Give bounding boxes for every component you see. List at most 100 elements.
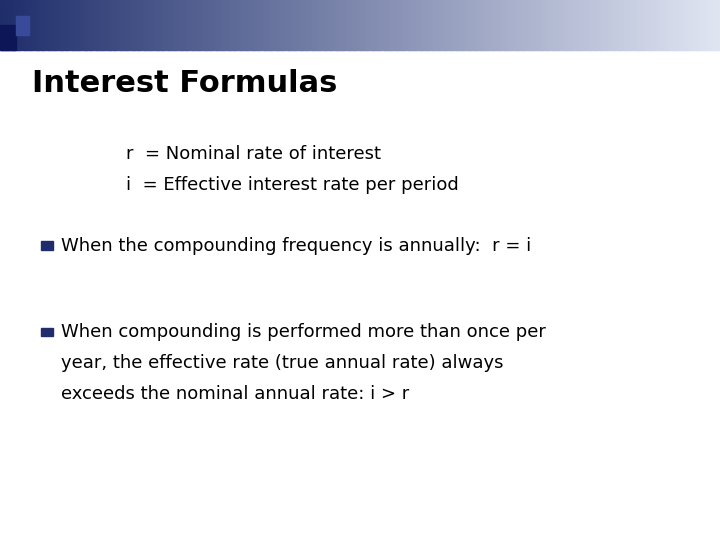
Bar [41,328,53,336]
Bar [439,0,442,50]
Bar [211,0,215,50]
Bar [194,0,197,50]
Bar [120,0,123,50]
Bar [441,0,445,50]
Bar [250,0,253,50]
Bar [554,0,557,50]
Bar [506,0,510,50]
Bar [5,0,8,50]
Bar [425,0,428,50]
Bar [153,0,157,50]
Bar [0,0,3,50]
Bar [96,0,99,50]
Bar [511,0,514,50]
Bar [24,0,27,50]
Bar [7,0,10,50]
Bar [672,0,675,50]
Bar [199,0,202,50]
Bar [504,0,507,50]
Bar [79,0,82,50]
Bar [499,0,503,50]
Bar [12,0,15,50]
Bar [461,0,464,50]
Bar [523,0,526,50]
Bar [513,0,517,50]
Bar [667,0,670,50]
Bar [552,0,555,50]
Bar [617,0,620,50]
Bar [38,0,42,50]
Bar [542,0,546,50]
Bar [653,0,656,50]
Bar [86,0,89,50]
Bar [139,0,143,50]
Bar [113,0,116,50]
Bar [624,0,627,50]
Bar [274,0,276,50]
Bar [106,0,109,50]
Bar [266,0,269,50]
Bar [557,0,560,50]
Bar [58,0,60,50]
Bar [459,0,462,50]
Bar [228,0,231,50]
Bar [221,0,224,50]
Bar [94,0,96,50]
Bar [300,0,303,50]
Bar [70,0,73,50]
Bar [384,0,387,50]
Bar [545,0,548,50]
Bar [288,0,291,50]
Bar [36,0,39,50]
Bar [374,0,377,50]
Bar [650,0,654,50]
Text: When compounding is performed more than once per: When compounding is performed more than … [61,323,546,341]
Bar [185,0,188,50]
Bar [706,0,708,50]
Bar [338,0,341,50]
Bar [631,0,634,50]
Bar [132,0,135,50]
Bar [477,0,481,50]
Bar [528,0,531,50]
Bar [48,0,51,50]
Bar [163,0,166,50]
Bar [103,0,107,50]
Bar [60,0,63,50]
Bar [480,0,483,50]
Bar [353,0,356,50]
Bar [509,0,512,50]
Bar [696,0,699,50]
Bar [305,0,308,50]
Bar [89,0,92,50]
Bar [319,0,323,50]
Bar [254,0,258,50]
Bar [343,0,346,50]
Bar [22,0,24,50]
Bar [187,0,190,50]
Bar [45,0,49,50]
Bar [115,0,118,50]
Bar [703,0,706,50]
Bar [413,0,416,50]
Bar [264,0,267,50]
Bar [394,0,397,50]
Bar [660,0,663,50]
Bar [27,0,30,50]
Bar [571,0,575,50]
Bar [446,0,449,50]
Bar [173,0,176,50]
Bar [161,0,164,50]
Bar [449,0,452,50]
Text: exceeds the nominal annual rate: i > r: exceeds the nominal annual rate: i > r [61,384,410,403]
Bar [151,0,154,50]
Bar [387,0,390,50]
Bar [403,0,406,50]
Bar [230,0,233,50]
Bar [225,0,229,50]
Bar [144,0,147,50]
Bar [590,0,593,50]
Bar [578,0,582,50]
Bar [317,0,320,50]
Bar [547,0,550,50]
